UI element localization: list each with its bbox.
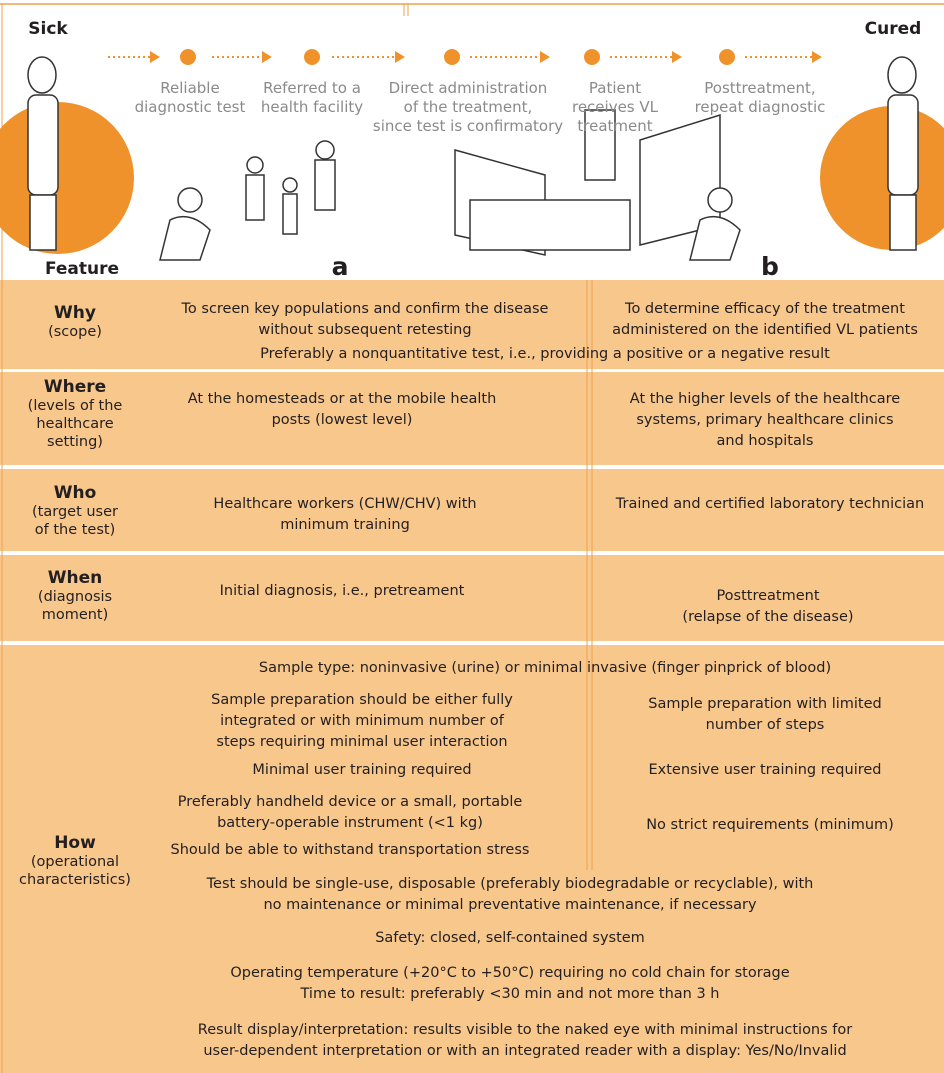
feature-title: Who [53, 483, 97, 503]
feature-sub: (scope) [48, 324, 102, 340]
cell-a: At the homesteads or at the mobile healt… [187, 391, 497, 428]
sick-label: Sick [28, 19, 68, 39]
row-when [0, 555, 944, 641]
column-header: a [331, 252, 349, 281]
feature-sub: (operational characteristics) [19, 854, 131, 888]
cell-b: Extensive user training required [648, 762, 882, 778]
cell-a: Initial diagnosis, i.e., pretreament [219, 583, 465, 599]
step-label: Direct administration of the treatment, … [372, 79, 564, 135]
cell-a: Should be able to withstand transportati… [170, 842, 530, 858]
feature-title: Why [54, 303, 96, 323]
cell-shared: Preferably a nonquantitative test, i.e.,… [260, 346, 830, 362]
feature-title: When [47, 568, 103, 588]
feature-sub: (diagnosis moment) [37, 589, 113, 623]
cell-b: Posttreatment (relapse of the disease) [682, 588, 854, 625]
step-label: Patient receives VL treatment [571, 79, 659, 135]
column-header: b [761, 252, 779, 281]
step-label: Reliable diagnostic test [134, 79, 246, 116]
cell-b: Trained and certified laboratory technic… [615, 496, 925, 512]
cell-shared: Operating temperature (+20°C to +50°C) r… [230, 965, 790, 1002]
feature-sub: (levels of the healthcare setting) [27, 398, 123, 450]
cell-a: To screen key populations and confirm th… [181, 301, 549, 338]
feature-title: How [54, 833, 96, 853]
column-header: Feature [44, 259, 120, 279]
cell-shared: Test should be single-use, disposable (p… [206, 876, 814, 913]
cell-b: At the higher levels of the healthcare s… [629, 391, 901, 449]
cell-b: Sample preparation with limited number o… [648, 696, 882, 733]
feature-title: Where [43, 377, 107, 397]
row-who [0, 469, 944, 551]
cell-a: Minimal user training required [252, 762, 472, 778]
row-where [0, 372, 944, 465]
step-label: Posttreatment, repeat diagnostic [694, 79, 826, 116]
cell-a: Sample preparation should be either full… [211, 692, 513, 750]
row-how [0, 645, 944, 1073]
cell-a: Healthcare workers (CHW/CHV) with minimu… [213, 496, 477, 533]
row-why [0, 280, 944, 369]
cell-a: Preferably handheld device or a small, p… [177, 794, 523, 831]
cell-b: No strict requirements (minimum) [646, 817, 894, 833]
cell-shared: Safety: closed, self-contained system [375, 930, 645, 946]
cell-b: To determine efficacy of the treatment a… [612, 301, 918, 338]
cured-label: Cured [864, 19, 922, 39]
cell-shared: Result display/interpretation: results v… [197, 1022, 853, 1059]
feature-sub: (target user of the test) [32, 504, 118, 538]
cell-shared: Sample type: noninvasive (urine) or mini… [258, 660, 832, 676]
step-label: Referred to a health facility [260, 79, 364, 116]
